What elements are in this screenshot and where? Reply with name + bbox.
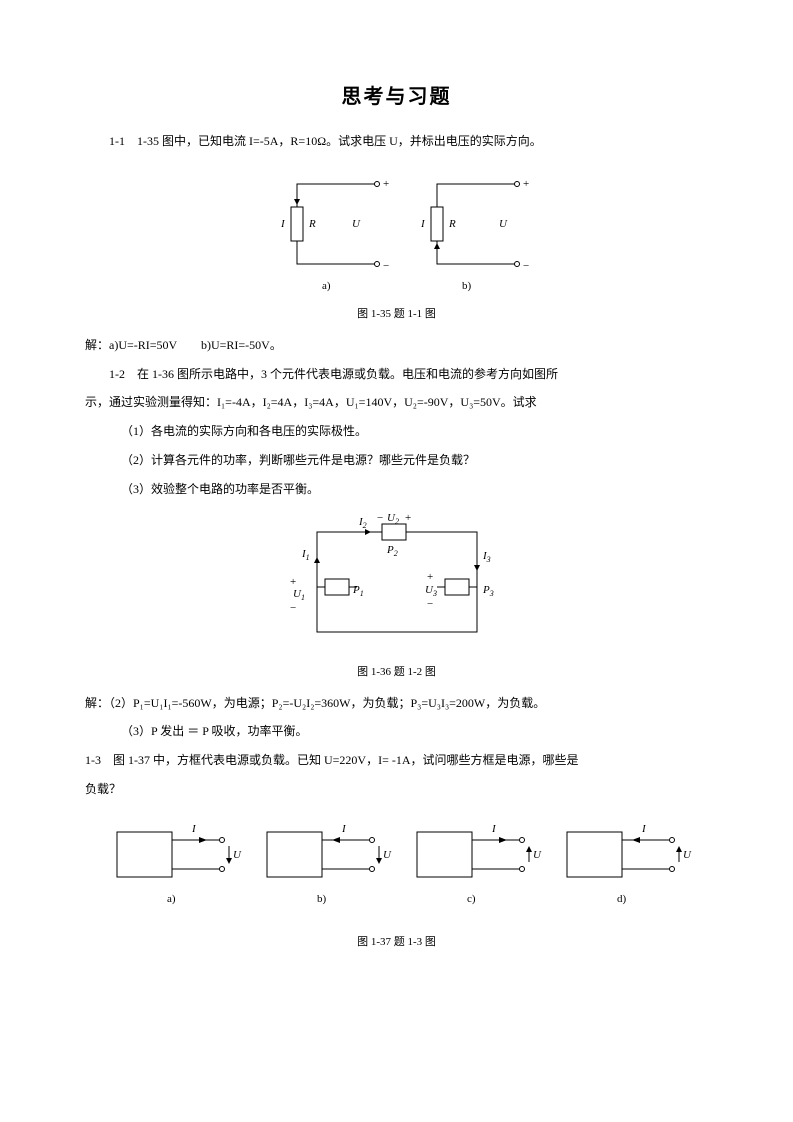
minus-b: −: [523, 260, 529, 272]
tag-c3: c): [467, 893, 476, 905]
u1-minus: −: [290, 602, 296, 614]
label-P1: P1: [352, 584, 364, 598]
label-I2: I2: [358, 516, 367, 530]
label-I3: I3: [482, 550, 491, 564]
fig-1-35-caption: 图 1-35 题 1-1 图: [85, 305, 708, 321]
tag-d3: d): [617, 893, 627, 905]
plus-a: +: [383, 178, 389, 190]
label-I-d3: I: [641, 823, 647, 835]
fig-1-35-svg: I R U + − a): [247, 164, 547, 294]
u3-plus: +: [427, 571, 433, 583]
solution-1-2-line2: （3）P 发出 ＝ P 吸收，功率平衡。: [85, 717, 708, 746]
label-I-a: I: [280, 218, 286, 230]
label-R-a: R: [308, 218, 316, 230]
label-U2: U2: [387, 512, 399, 526]
problem-1-3-line2: 负载？: [85, 775, 708, 804]
label-I-c3: I: [491, 823, 497, 835]
problem-1-2-q2: （2）计算各元件的功率，判断哪些元件是电源？哪些元件是负载？: [85, 446, 708, 475]
label-P3: P3: [482, 584, 494, 598]
solution-1-1: 解：a)U=-RI=50V b)U=RI=-50V。: [85, 331, 708, 360]
label-U3: U3: [425, 584, 437, 598]
tag-b3: b): [317, 893, 327, 905]
u2-plus: +: [405, 512, 411, 524]
problem-1-1: 1-1 1-35 图中，已知电流 I=-5A，R=10Ω。试求电压 U，并标出电…: [85, 127, 708, 156]
label-U-b: U: [499, 218, 508, 230]
u2-minus: −: [377, 512, 383, 524]
label-I-a3: I: [191, 823, 197, 835]
label-U-c3: U: [533, 849, 542, 861]
fig-1-36-svg: I1 I2 I3 + U1 − − U2 + + U3 − P1 P2: [267, 512, 527, 652]
problem-1-2-line2: 示，通过实验测量得知：I₁=-4A，I₂=4A，I₃=4A，U₁=140V，U₂…: [85, 388, 708, 417]
problem-1-3-line1: 1-3 图 1-37 中，方框代表电源或负载。已知 U=220V，I= -1A，…: [85, 746, 708, 775]
label-I-b3: I: [341, 823, 347, 835]
page-title: 思考与习题: [85, 80, 708, 109]
figure-1-35: I R U + − a): [85, 164, 708, 299]
label-P2: P2: [386, 544, 398, 558]
label-R-b: R: [448, 218, 456, 230]
fig-1-37-svg: I U a) I: [97, 812, 697, 922]
u1-plus: +: [290, 576, 296, 588]
solution-1-2-line1: 解：（2）P₁=U₁I₁=-560W，为电源；P₂=-U₂I₂=360W，为负载…: [85, 689, 708, 718]
label-U1: U1: [293, 588, 305, 602]
problem-1-2-line1: 1-2 在 1-36 图所示电路中，3 个元件代表电源或负载。电压和电流的参考方…: [85, 360, 708, 389]
tag-a3: a): [167, 893, 176, 905]
tag-b: b): [462, 280, 472, 292]
label-U-a: U: [352, 218, 361, 230]
label-U-d3: U: [683, 849, 692, 861]
fig-1-36-caption: 图 1-36 题 1-2 图: [85, 663, 708, 679]
figure-1-37: I U a) I: [85, 812, 708, 927]
tag-a: a): [322, 280, 331, 292]
label-I1: I1: [301, 548, 310, 562]
fig-1-37-caption: 图 1-37 题 1-3 图: [85, 933, 708, 949]
label-I-b: I: [420, 218, 426, 230]
page: 思考与习题 1-1 1-35 图中，已知电流 I=-5A，R=10Ω。试求电压 …: [0, 0, 793, 1122]
u3-minus: −: [427, 598, 433, 610]
problem-1-2-q3: （3）效验整个电路的功率是否平衡。: [85, 475, 708, 504]
problem-1-2-q1: （1）各电流的实际方向和各电压的实际极性。: [85, 417, 708, 446]
plus-b: +: [523, 178, 529, 190]
figure-1-36: I1 I2 I3 + U1 − − U2 + + U3 − P1 P2: [85, 512, 708, 657]
label-U-b3: U: [383, 849, 392, 861]
label-U-a3: U: [233, 849, 242, 861]
minus-a: −: [383, 260, 389, 272]
